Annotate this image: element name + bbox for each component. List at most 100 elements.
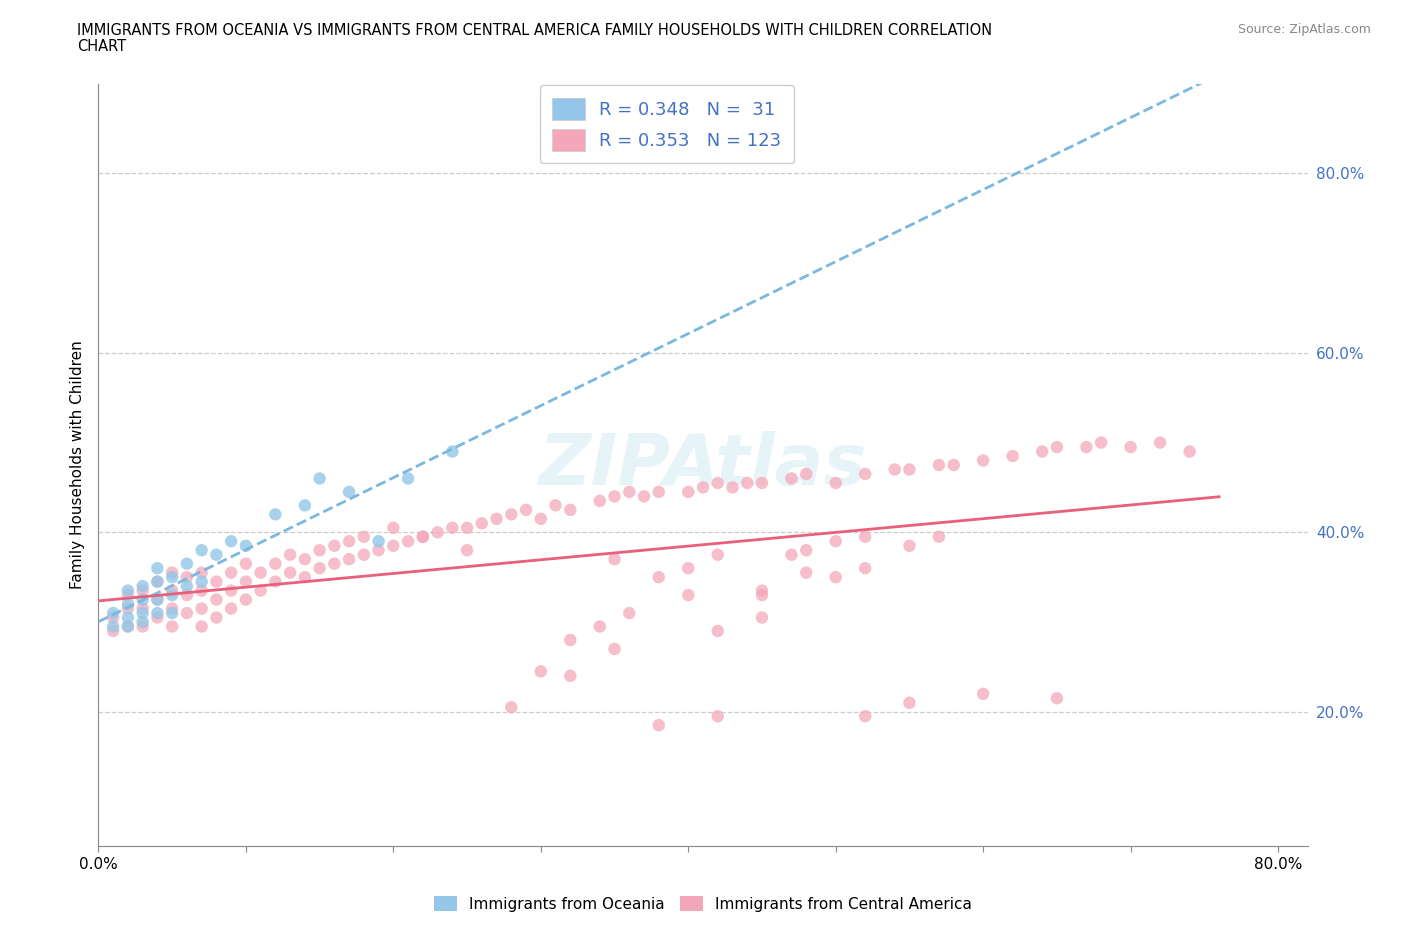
Point [190,583,212,598]
Point [501,507,523,522]
Point [396,471,419,485]
Point [160,570,183,585]
Point [131,592,153,607]
Y-axis label: Family Households with Children: Family Households with Children [69,340,84,590]
Point [160,565,183,580]
Point [1119,440,1142,455]
Point [323,538,346,553]
Point [205,574,228,589]
Point [131,615,153,630]
Point [972,453,994,468]
Point [898,696,921,711]
Point [396,534,419,549]
Point [456,521,478,536]
Point [176,588,198,603]
Point [294,551,316,566]
Point [603,642,626,657]
Point [117,610,139,625]
Point [219,534,242,549]
Point [146,610,169,625]
Point [249,565,271,580]
Point [589,619,612,634]
Point [117,619,139,634]
Point [264,556,287,571]
Legend: R = 0.348   N =  31, R = 0.353   N = 123: R = 0.348 N = 31, R = 0.353 N = 123 [540,86,794,164]
Point [678,588,700,603]
Point [176,556,198,571]
Point [471,516,494,531]
Point [412,529,434,544]
Point [117,583,139,598]
Point [353,529,375,544]
Point [544,498,567,512]
Point [883,462,905,477]
Point [706,709,728,724]
Point [485,512,508,526]
Point [146,592,169,607]
Point [205,592,228,607]
Point [898,462,921,477]
Point [441,445,464,459]
Point [205,610,228,625]
Point [367,534,389,549]
Point [308,471,330,485]
Point [131,583,153,598]
Point [780,471,803,485]
Point [101,619,124,634]
Point [160,619,183,634]
Point [426,525,449,539]
Point [619,605,641,620]
Point [1149,435,1171,450]
Point [219,583,242,598]
Point [235,556,257,571]
Point [824,475,846,490]
Point [235,538,257,553]
Point [648,485,671,499]
Point [678,485,700,499]
Point [633,489,655,504]
Point [117,597,139,612]
Point [530,512,553,526]
Point [735,475,758,490]
Point [603,489,626,504]
Point [146,574,169,589]
Point [308,561,330,576]
Point [751,610,773,625]
Point [146,574,169,589]
Point [190,619,212,634]
Text: IMMIGRANTS FROM OCEANIA VS IMMIGRANTS FROM CENTRAL AMERICA FAMILY HOUSEHOLDS WIT: IMMIGRANTS FROM OCEANIA VS IMMIGRANTS FR… [77,23,993,38]
Point [176,578,198,593]
Point [824,570,846,585]
Point [235,574,257,589]
Point [898,538,921,553]
Point [751,583,773,598]
Point [264,574,287,589]
Point [530,664,553,679]
Point [853,467,876,482]
Point [560,669,582,684]
Point [515,502,537,517]
Point [751,588,773,603]
Point [101,623,124,638]
Point [382,521,405,536]
Point [780,547,803,562]
Point [706,547,728,562]
Point [264,507,287,522]
Point [117,619,139,634]
Point [367,543,389,558]
Point [1031,445,1053,459]
Point [176,605,198,620]
Point [648,718,671,733]
Text: CHART: CHART [77,39,127,54]
Point [337,485,360,499]
Text: ZIPAtlas: ZIPAtlas [538,431,868,499]
Point [794,467,817,482]
Point [176,570,198,585]
Point [560,632,582,647]
Point [942,458,965,472]
Point [146,605,169,620]
Point [619,485,641,499]
Point [853,529,876,544]
Point [382,538,405,553]
Point [678,561,700,576]
